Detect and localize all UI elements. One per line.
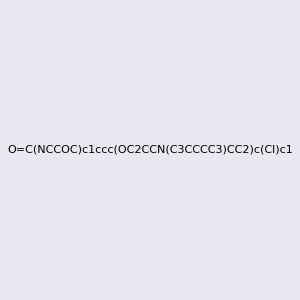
Text: O=C(NCCOC)c1ccc(OC2CCN(C3CCCC3)CC2)c(Cl)c1: O=C(NCCOC)c1ccc(OC2CCN(C3CCCC3)CC2)c(Cl)…	[7, 145, 293, 155]
